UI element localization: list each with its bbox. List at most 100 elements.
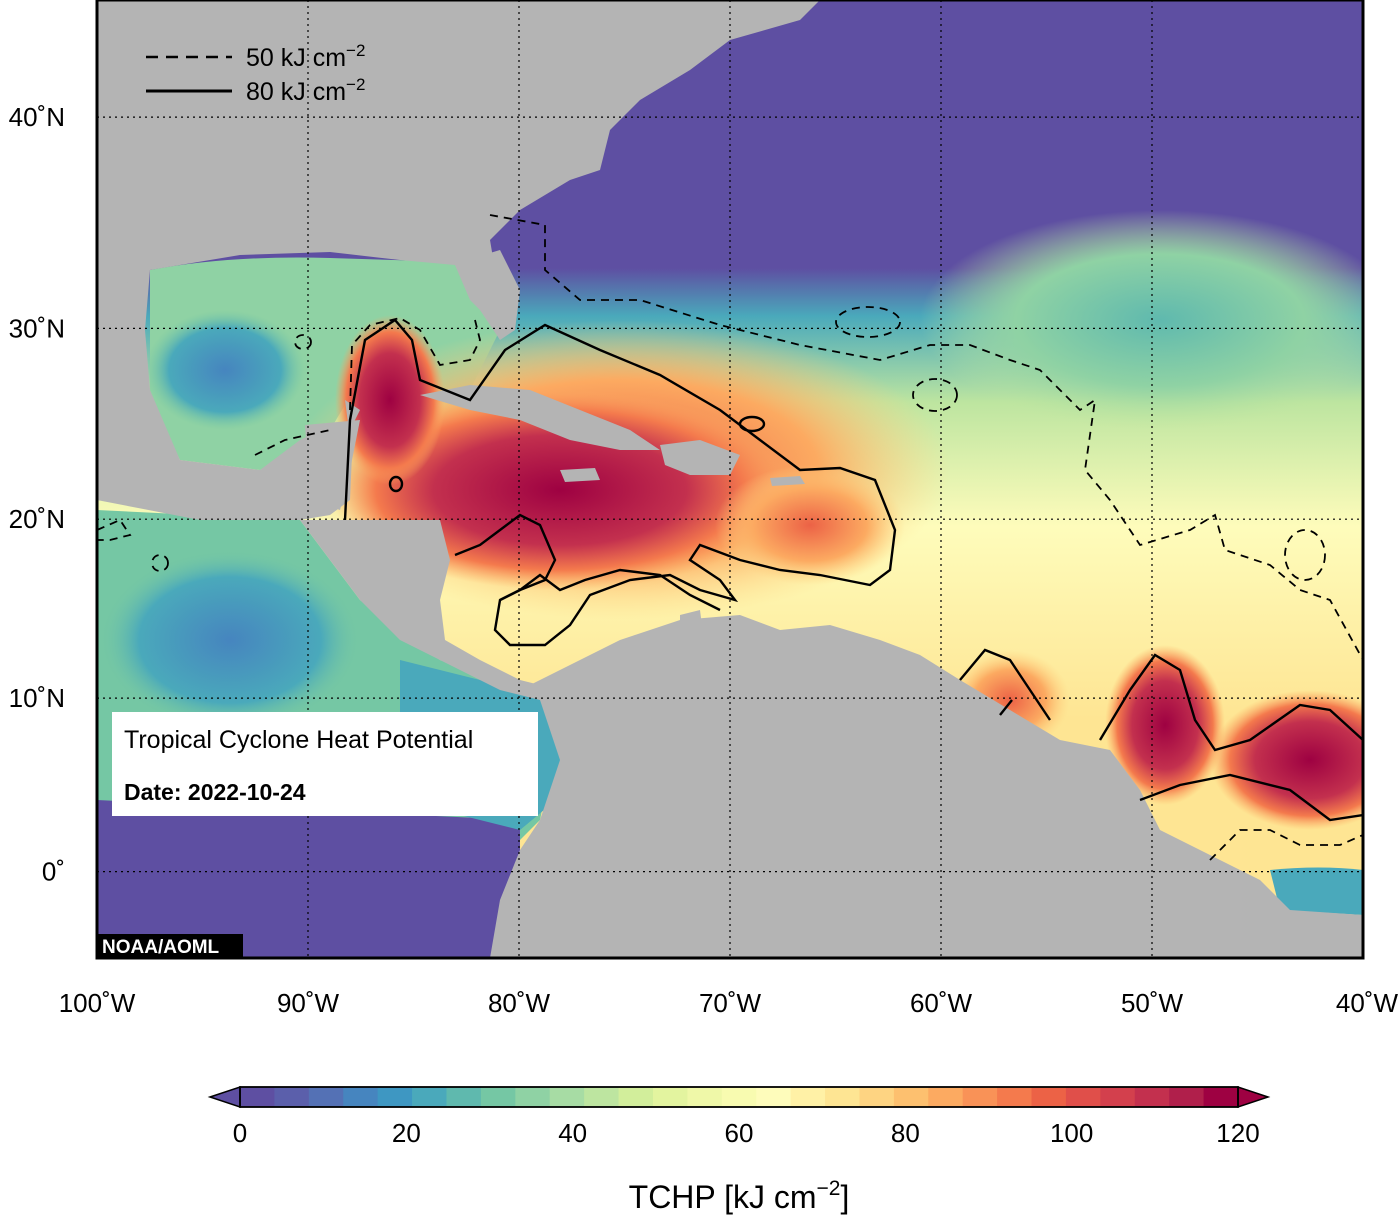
atlantic-south-cool (1270, 867, 1363, 915)
north-america-land (97, 0, 820, 330)
longitude-tick-label: 50˚W (1121, 988, 1184, 1018)
colorbar-frame (239, 1086, 1239, 1108)
colorbar-segment (480, 1087, 516, 1107)
colorbar-segment (825, 1087, 860, 1107)
colorbar-min-arrow (207, 1085, 241, 1109)
colorbar-tick-label: 60 (725, 1118, 754, 1148)
colorbar-segment (790, 1087, 826, 1107)
info-box: Tropical Cyclone Heat Potential Date: 20… (112, 712, 538, 816)
latitude-labels: 40˚N 30˚N 20˚N 10˚N 0˚ (9, 102, 65, 886)
contour-80-ring (388, 475, 404, 493)
gulf-cool-spot (145, 310, 305, 430)
colorbar-segment (1031, 1087, 1067, 1107)
colorbar-tick-label: 100 (1050, 1118, 1093, 1148)
colorbar-segment (377, 1087, 413, 1107)
colorbar-segment (515, 1087, 551, 1107)
latitude-tick-label: 30˚N (9, 313, 65, 343)
hispaniola-land (660, 440, 740, 475)
contours-dashed (97, 214, 1363, 861)
credit-background (97, 934, 243, 958)
contour-50-gulf-west (254, 429, 331, 456)
longitude-labels: 100˚W 90˚W 80˚W 70˚W 60˚W 50˚W 40˚W (59, 988, 1399, 1018)
contour-50-loop-3 (1284, 529, 1326, 581)
contour-50-loop-1 (835, 306, 901, 338)
colorbar-segment (652, 1087, 688, 1107)
puerto-rico-land (770, 476, 805, 486)
colorbar-segment (859, 1087, 895, 1107)
colorbar-segment (274, 1087, 310, 1107)
pacific-cool-spot (100, 550, 360, 730)
contour-legend: 50 kJ cm−2 80 kJ cm−2 (146, 41, 365, 106)
contour-80-equatorial (959, 648, 1363, 822)
longitude-tick-label: 80˚W (488, 988, 551, 1018)
colorbar-tick-label: 40 (558, 1118, 587, 1148)
colorbar-segment (687, 1087, 723, 1107)
colorbar-segment (240, 1087, 275, 1107)
colorbar-segment (549, 1087, 585, 1107)
contours (343, 318, 1363, 822)
contour-50-pacific (97, 518, 132, 541)
colorbar-tick-labels: 0 20 40 60 80 100 120 (233, 1118, 1260, 1148)
colorbar-segment (1134, 1087, 1170, 1107)
pacific-low-field (97, 800, 520, 958)
contour-50-south-atlantic (1209, 829, 1363, 861)
credit-label: NOAA/AOML (102, 937, 220, 958)
contour-80-ring-2 (738, 415, 766, 433)
colorbar-segment (308, 1087, 344, 1107)
colorbar-segment (756, 1087, 792, 1107)
latitude-tick-label: 40˚N (9, 102, 65, 132)
contour-50-main (489, 214, 1363, 661)
colorbar-segment (928, 1087, 964, 1107)
colorbar-segment (412, 1087, 447, 1107)
info-box-date: Date: 2022-10-24 (124, 779, 306, 805)
colorbar-segment (997, 1087, 1033, 1107)
legend-dashed-label: 50 kJ cm−2 (246, 41, 365, 72)
florida-land (460, 250, 520, 340)
latitude-tick-label: 0˚ (42, 857, 65, 887)
longitude-tick-label: 70˚W (699, 988, 762, 1018)
longitude-tick-label: 60˚W (910, 988, 973, 1018)
contour-50-loop-2 (912, 378, 958, 412)
latitude-tick-label: 10˚N (9, 683, 65, 713)
colorbar-segment (721, 1087, 757, 1107)
latitude-tick-label: 20˚N (9, 504, 65, 534)
mexico-land (97, 270, 360, 520)
map-frame (95, 0, 1365, 960)
colorbar-segment (1100, 1087, 1136, 1107)
colorbar-segment (893, 1087, 929, 1107)
lake-maracaibo-region (680, 610, 705, 660)
colorbar-segment (618, 1087, 654, 1107)
subtropical-cool-band (920, 210, 1363, 430)
jamaica-land (560, 468, 600, 482)
colorbar-segments (240, 1087, 1239, 1107)
equatorial-hot-core-2 (1210, 690, 1363, 830)
info-box-background (112, 712, 538, 816)
south-america-land (490, 615, 1363, 958)
legend-solid-label: 80 kJ cm−2 (246, 75, 365, 106)
colorbar-segment (584, 1087, 620, 1107)
colorbar-tick-label: 20 (392, 1118, 421, 1148)
colorbar-segment (446, 1087, 482, 1107)
contour-50-gulf (349, 317, 481, 411)
colorbar-tick-label: 0 (233, 1118, 247, 1148)
yucatan-land (305, 420, 360, 510)
colorbar-tick-label: 80 (891, 1118, 920, 1148)
central-america-land (300, 520, 560, 700)
eastern-carib-warm (715, 465, 905, 585)
longitude-tick-label: 100˚W (59, 988, 136, 1018)
contour-80-central (499, 568, 721, 612)
contour-50-loop-4 (151, 554, 169, 572)
colorbar-segment (343, 1087, 379, 1107)
map-panel: 50 kJ cm−2 80 kJ cm−2 Tropical Cyclone H… (97, 0, 1363, 958)
info-box-title: Tropical Cyclone Heat Potential (124, 726, 473, 754)
colorbar-segment (962, 1087, 998, 1107)
longitude-tick-label: 90˚W (277, 988, 340, 1018)
colorbar: 0 20 40 60 80 100 120 TCHP [kJ cm−2] (207, 1085, 1271, 1215)
colorbar-tick-label: 120 (1216, 1118, 1259, 1148)
colorbar-segment (1203, 1087, 1239, 1107)
land (97, 0, 1363, 958)
colorbar-title: TCHP [kJ cm−2] (629, 1177, 850, 1215)
contour-50-loop-5 (294, 334, 312, 350)
colorbar-max-arrow (1237, 1085, 1271, 1109)
